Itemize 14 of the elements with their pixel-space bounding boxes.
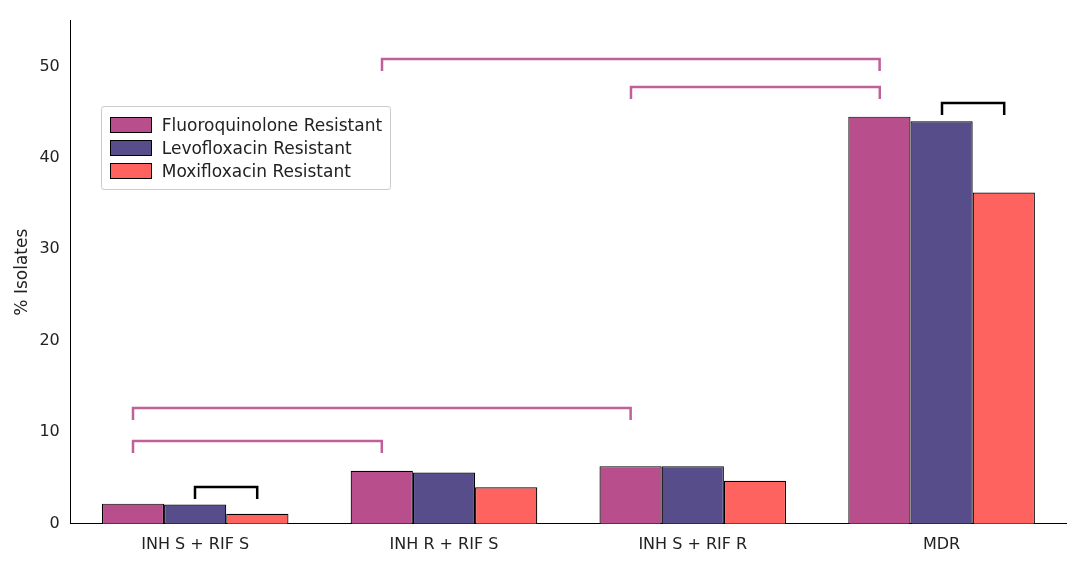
y-tick-label: 40	[39, 146, 60, 166]
y-tick-label: 0	[49, 512, 60, 532]
y-tick-label: 50	[39, 55, 60, 75]
y-tick-label: 20	[39, 329, 60, 349]
x-tick-label: INH R + RIF S	[389, 533, 499, 553]
y-axis-title: % Isolates	[10, 228, 31, 316]
y-tick-label: 30	[39, 238, 60, 258]
x-tick-label: INH S + RIF S	[141, 533, 250, 553]
x-tick-label: MDR	[922, 533, 961, 553]
y-tick-label: 10	[39, 421, 60, 441]
x-tick-label: INH S + RIF R	[638, 533, 748, 553]
legend-label: Fluoroquinolone Resistant	[161, 114, 383, 135]
legend-label: Levofloxacin Resistant	[161, 137, 352, 158]
legend-label: Moxifloxacin Resistant	[161, 160, 351, 181]
